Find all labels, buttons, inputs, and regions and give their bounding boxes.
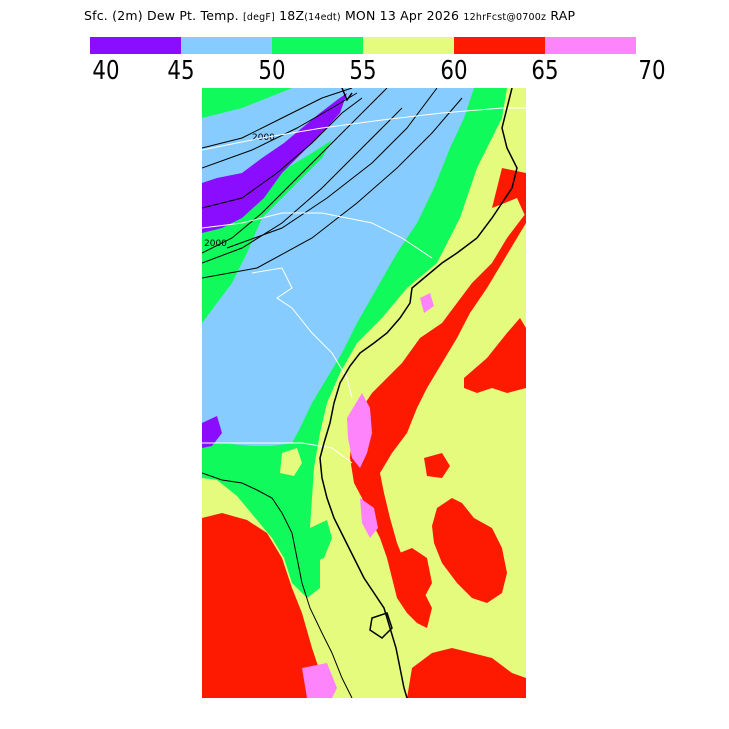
legend-tick-55: 55 xyxy=(349,56,377,86)
contour-label-2000-lower: 2000 xyxy=(204,239,227,249)
coastline xyxy=(319,88,518,698)
field-65-70-north xyxy=(420,293,434,313)
field-65-70-inland xyxy=(347,393,372,468)
field-65-70-southwest xyxy=(302,663,337,698)
color-legend-ticks: 40 45 50 55 60 65 70 xyxy=(0,56,729,88)
color-legend-bar xyxy=(90,37,636,54)
legend-swatch-55-60 xyxy=(363,37,454,54)
legend-tick-50: 50 xyxy=(258,56,286,86)
legend-swatch-40-45 xyxy=(90,37,181,54)
dewpoint-map: 2000 2000 xyxy=(202,88,526,698)
field-40-45-patch xyxy=(202,416,222,448)
field-50-55-northwest xyxy=(202,140,332,323)
field-60-65-small-blob xyxy=(424,453,450,478)
field-60-65-central-blob xyxy=(387,548,432,598)
legend-tick-70: 70 xyxy=(638,56,666,86)
title-units: [degF] xyxy=(242,12,275,23)
field-55-60-island xyxy=(280,448,302,476)
field-60-65-south-blob xyxy=(432,498,507,603)
lake-okeechobee xyxy=(369,612,393,639)
title-date: MON 13 Apr 2026 xyxy=(344,8,460,23)
field-65-70-coast xyxy=(360,498,378,538)
title-model: RAP xyxy=(550,8,576,23)
map-title: Sfc. (2m) Dew Pt. Temp. [degF] 18Z(14edt… xyxy=(84,8,704,28)
field-50-55-island xyxy=(304,520,332,563)
terrain-contours xyxy=(202,88,463,279)
legend-tick-65: 65 xyxy=(531,56,559,86)
legend-swatch-60-65 xyxy=(454,37,545,54)
field-40-45-mountains xyxy=(202,93,347,233)
legend-tick-60: 60 xyxy=(440,56,468,86)
title-forecast: 12hrFcst@0700z xyxy=(463,12,547,23)
legend-swatch-50-55 xyxy=(272,37,363,54)
legend-tick-40: 40 xyxy=(92,56,120,86)
title-local-time: (14edt) xyxy=(304,12,341,23)
title-valid-time: 18Z xyxy=(279,8,305,23)
legend-swatch-45-50 xyxy=(181,37,272,54)
field-60-65-coastal xyxy=(350,198,526,628)
legend-swatch-65-70 xyxy=(545,37,636,54)
gulf-coast xyxy=(202,472,353,698)
field-60-65-southeast xyxy=(407,648,526,698)
field-60-65-east-blob xyxy=(464,318,526,393)
field-60-65-southwest xyxy=(202,513,332,698)
state-borders xyxy=(202,107,526,464)
title-variable: Sfc. (2m) Dew Pt. Temp. xyxy=(84,8,239,23)
legend-tick-45: 45 xyxy=(167,56,195,86)
